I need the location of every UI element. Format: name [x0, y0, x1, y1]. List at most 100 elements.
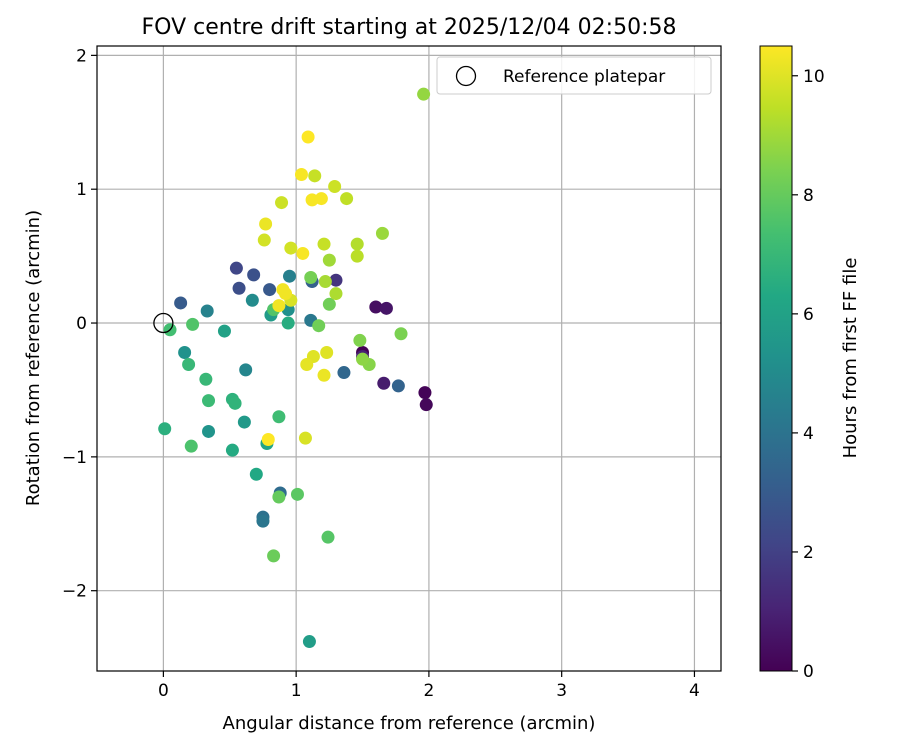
- data-point-67: [328, 180, 342, 194]
- x-tick-label-1: 1: [291, 681, 302, 701]
- data-point-26: [202, 424, 216, 438]
- data-point-70: [284, 241, 298, 255]
- data-point-21: [200, 304, 214, 318]
- data-point-72: [298, 431, 312, 445]
- data-point-50: [312, 319, 326, 333]
- legend-box: [436, 56, 712, 95]
- data-point-11: [263, 283, 277, 297]
- data-point-33: [225, 443, 239, 457]
- data-point-68: [275, 196, 289, 210]
- data-point-40: [202, 394, 216, 408]
- colorbar-tick-label-4: 8: [803, 186, 814, 206]
- data-point-63: [350, 249, 364, 263]
- colorbar-tick-label-1: 2: [803, 543, 814, 563]
- data-point-15: [337, 366, 351, 380]
- x-tick-label-3: 3: [556, 681, 567, 701]
- data-point-41: [272, 410, 286, 424]
- chart-title: FOV centre drift starting at 2025/12/04 …: [142, 15, 677, 40]
- y-tick-label-0: −2: [62, 582, 87, 602]
- plot-frame: [96, 45, 722, 672]
- y-axis-ticks: −2 −1 0 1 2: [62, 46, 97, 602]
- y-axis-label: Rotation from reference (arcmin): [23, 210, 44, 506]
- data-point-49: [267, 549, 281, 563]
- data-point-32: [249, 467, 263, 481]
- y-tick-label-4: 2: [76, 46, 87, 66]
- data-point-84: [296, 246, 310, 260]
- x-tick-label-2: 2: [424, 681, 435, 701]
- x-axis-label: Angular distance from reference (arcmin): [223, 713, 596, 734]
- data-point-78: [272, 299, 286, 313]
- data-point-39: [199, 372, 213, 386]
- data-point-56: [356, 352, 370, 366]
- x-tick-label-0: 0: [158, 681, 169, 701]
- x-axis-ticks: 0 1 2 3 4: [158, 671, 700, 701]
- data-point-85: [301, 130, 315, 144]
- data-point-25: [178, 345, 192, 359]
- data-points: [158, 87, 433, 649]
- data-point-62: [350, 237, 364, 251]
- y-tick-label-1: −1: [62, 448, 87, 468]
- legend-entry-reference-platepar: Reference platepar: [503, 67, 665, 87]
- reference-platepar-marker: [153, 312, 174, 334]
- x-tick-label-4: 4: [689, 681, 700, 701]
- data-point-51: [322, 297, 336, 311]
- data-point-4: [379, 301, 393, 315]
- colorbar-tick-label-3: 6: [803, 305, 814, 325]
- data-point-5: [377, 376, 391, 390]
- data-point-66: [308, 169, 322, 183]
- colorbar-gradient: [759, 45, 793, 672]
- legend: Reference platepar: [436, 56, 712, 95]
- colorbar-label: Hours from first FF file: [840, 258, 861, 459]
- data-point-74: [320, 345, 334, 359]
- y-tick-label-2: 0: [76, 314, 87, 334]
- reference-marker-layer: [153, 312, 174, 334]
- data-point-46: [321, 530, 335, 544]
- data-point-65: [317, 237, 331, 251]
- data-point-76: [317, 368, 331, 382]
- data-point-53: [394, 327, 408, 341]
- colorbar-tick-label-0: 0: [803, 662, 814, 682]
- colorbar-ticks: 0 2 4 6 8 10: [792, 67, 825, 682]
- data-point-10: [247, 268, 261, 282]
- colorbar-tick-label-2: 4: [803, 424, 814, 444]
- data-point-48: [272, 490, 286, 504]
- colorbar: 0 2 4 6 8 10 Hours from first FF file: [759, 45, 861, 682]
- data-point-44: [186, 317, 200, 331]
- data-point-37: [228, 396, 242, 410]
- data-point-14: [391, 379, 405, 393]
- data-point-23: [245, 293, 259, 307]
- data-point-8: [229, 261, 243, 275]
- data-point-2: [419, 398, 433, 412]
- data-point-38: [182, 358, 196, 372]
- data-point-83: [314, 192, 328, 206]
- data-point-1: [418, 386, 432, 400]
- data-point-27: [237, 415, 251, 429]
- data-point-64: [340, 192, 354, 206]
- data-point-59: [322, 253, 336, 267]
- data-point-35: [158, 422, 172, 436]
- data-point-86: [261, 432, 275, 446]
- data-point-80: [276, 283, 290, 297]
- data-point-20: [283, 269, 297, 283]
- data-point-3: [369, 300, 383, 314]
- data-point-18: [256, 514, 270, 528]
- data-point-30: [217, 324, 231, 338]
- data-point-61: [329, 287, 343, 301]
- grid: [97, 46, 721, 671]
- data-point-9: [232, 281, 246, 295]
- data-point-22: [239, 363, 253, 377]
- data-point-52: [304, 271, 318, 285]
- data-point-60: [318, 275, 332, 289]
- data-point-81: [294, 167, 308, 181]
- data-point-69: [257, 233, 271, 247]
- data-point-75: [300, 358, 314, 372]
- colorbar-tick-label-5: 10: [803, 67, 825, 87]
- data-point-29: [302, 635, 316, 649]
- data-point-77: [259, 217, 273, 231]
- data-point-57: [417, 87, 431, 101]
- data-point-12: [174, 296, 188, 310]
- data-point-7: [329, 273, 343, 287]
- data-point-47: [290, 487, 304, 501]
